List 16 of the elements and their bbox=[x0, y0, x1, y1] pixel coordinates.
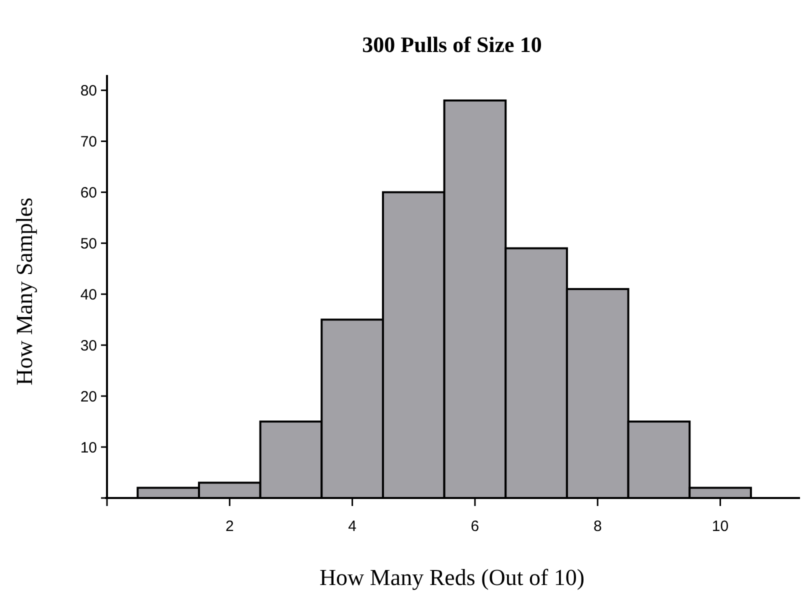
x-tick-label: 10 bbox=[712, 518, 729, 535]
y-tick-label: 50 bbox=[80, 235, 97, 252]
y-tick-label: 70 bbox=[80, 134, 97, 151]
y-axis-title: How Many Samples bbox=[12, 198, 37, 386]
x-tick-label: 4 bbox=[348, 518, 356, 535]
x-axis-title: How Many Reds (Out of 10) bbox=[319, 565, 585, 590]
y-tick-label: 80 bbox=[80, 82, 97, 100]
chart-title: 300 Pulls of Size 10 bbox=[362, 32, 542, 57]
y-tick-label: 30 bbox=[80, 337, 97, 354]
x-tick-label: 8 bbox=[593, 518, 602, 535]
y-tick-label: 10 bbox=[80, 439, 97, 456]
y-tick-label: 40 bbox=[80, 286, 97, 304]
y-tick-label: 60 bbox=[80, 184, 97, 202]
x-tick-label: 6 bbox=[470, 518, 480, 535]
y-tick-label: 20 bbox=[80, 388, 97, 406]
x-tick-label: 2 bbox=[225, 518, 234, 535]
